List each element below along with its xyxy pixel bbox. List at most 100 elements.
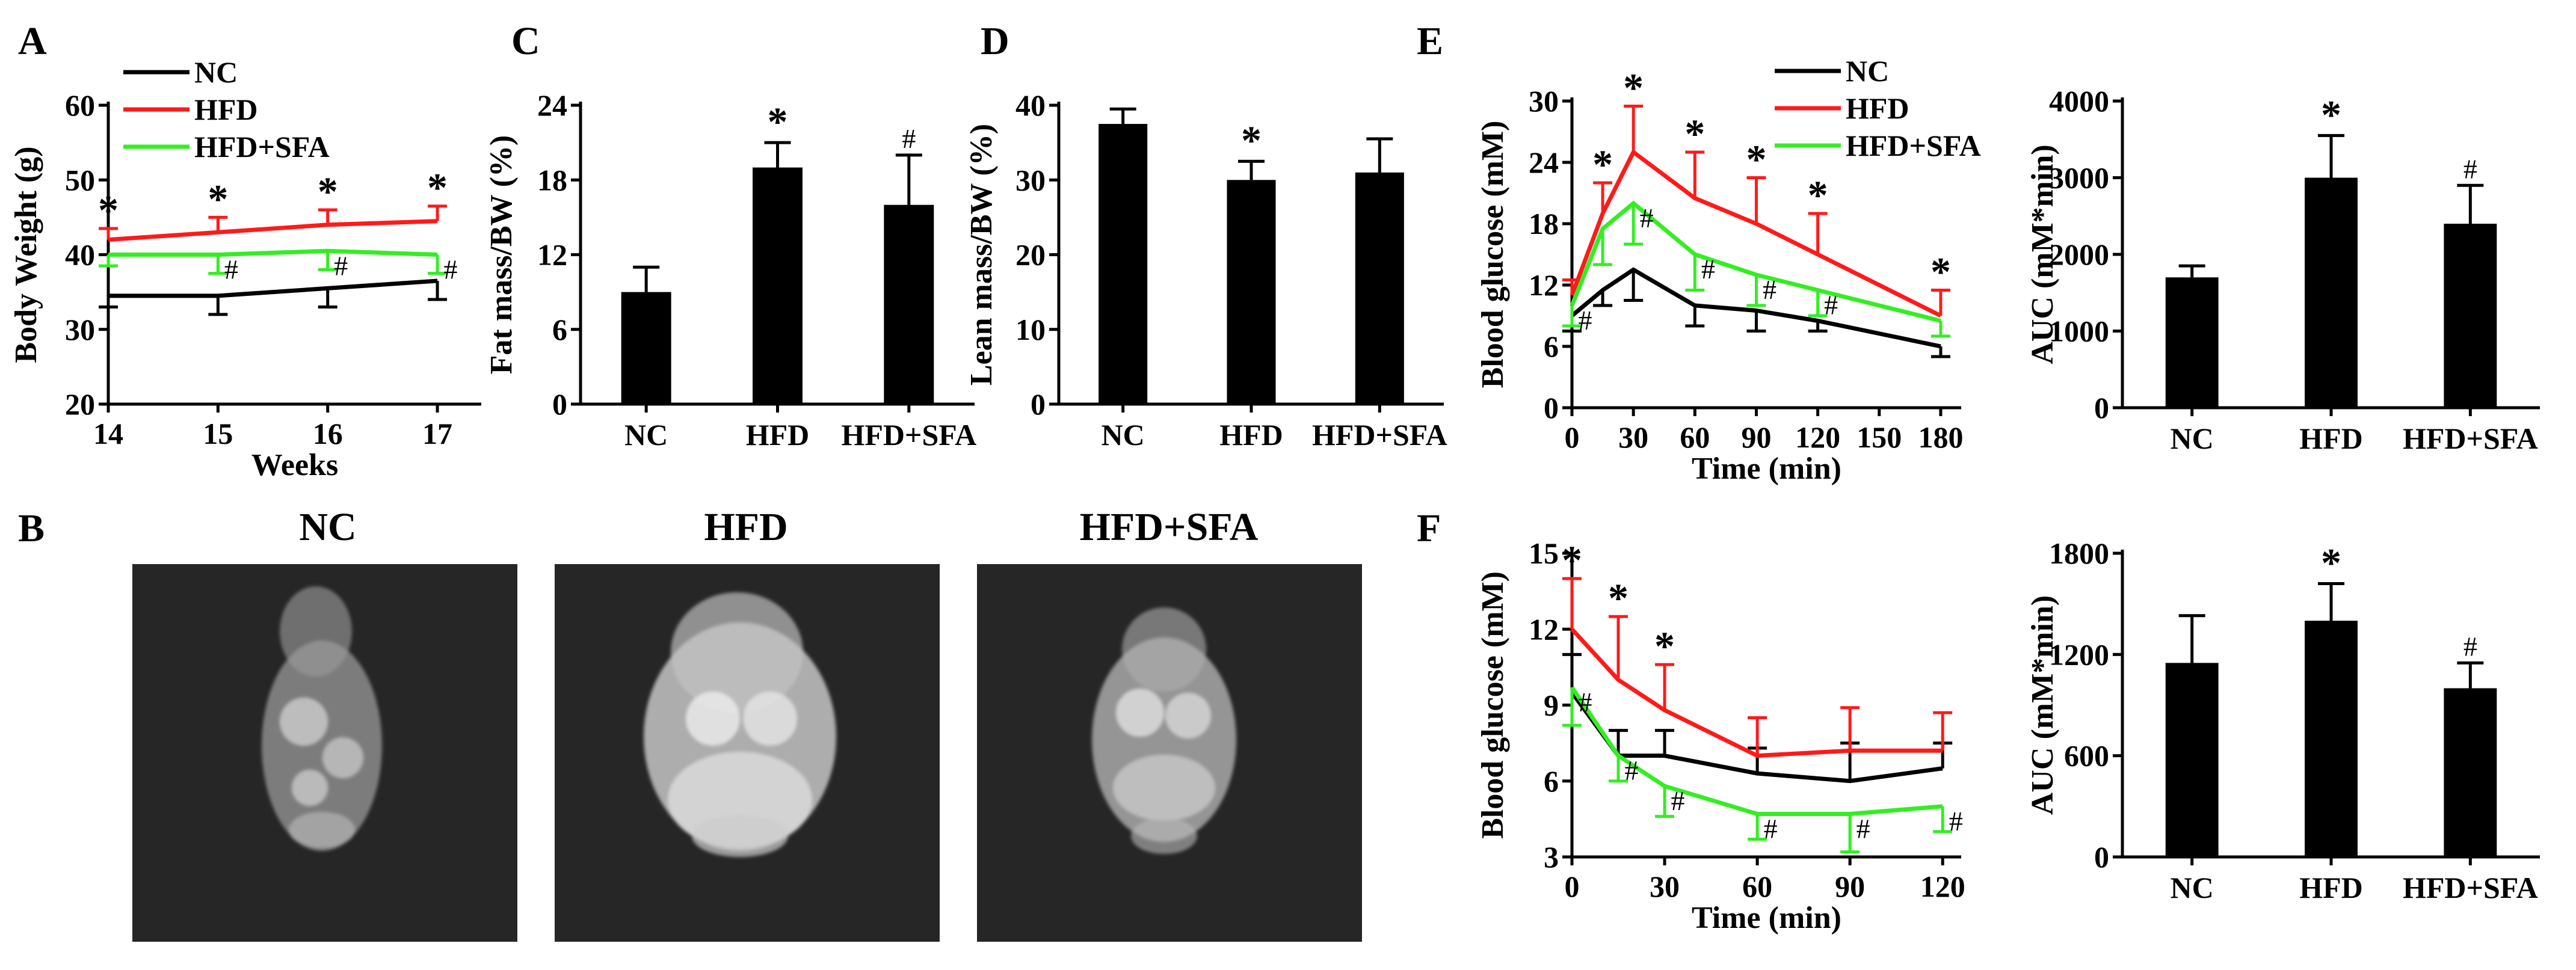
xtick-label-E2: HFD+SFA [2403, 422, 2538, 455]
star-mark-E1: * [1684, 111, 1705, 156]
hash-mark-E1: # [1579, 305, 1592, 336]
chart-F1-ylabel: Blood glucose (mM) [1476, 571, 1510, 839]
chart-F1-ytick-label: 15 [1529, 536, 1559, 570]
chart-D-ytick-label: 20 [1015, 238, 1046, 272]
chart-F1-ytick-label: 6 [1544, 764, 1559, 798]
star-mark-A: * [98, 187, 119, 233]
chart-E2-ytick-label: 3000 [2049, 161, 2109, 195]
line-F1-HFD+SFA [1570, 686, 1943, 816]
chart-A-ytick-label: 30 [65, 313, 95, 346]
xtick-label-D: HFD [1219, 418, 1283, 452]
line-A-NC [108, 278, 438, 298]
hash-mark-E1: # [1640, 203, 1654, 233]
line-E1-NC [1570, 267, 1941, 349]
xtick-label-A: 17 [422, 417, 452, 450]
star-mark-E1: * [1746, 137, 1766, 182]
hash-mark-F2: # [2464, 631, 2477, 662]
chart-A-ytick-label: 20 [65, 387, 95, 421]
star-mark-F1: * [1608, 575, 1628, 621]
xtick-label-F1: 60 [1742, 870, 1772, 903]
chart-F2-ylabel: AUC (mM*min) [2026, 595, 2060, 815]
chart-C-ylabel: Fat mass/BW (%) [484, 135, 519, 375]
series-E1-HFD: ****** [1562, 65, 1951, 318]
star-mark-E1: * [1930, 249, 1951, 295]
series-F1-HFD+SFA: # # # # # # [1562, 686, 1963, 854]
chart-E2-ylabel: AUC (mM*min) [2026, 144, 2060, 364]
star-mark-E1: * [1808, 172, 1828, 218]
chart-A: 20 30 40 50 60 Body Weight (g) A 14 15 16 17 Weeks *… [9, 19, 481, 482]
chart-E1-ytick-label: 6 [1544, 330, 1559, 363]
star-mark-F1: * [1562, 537, 1582, 583]
line-A-HFD [108, 219, 438, 242]
xtick-label-E1: 30 [1618, 420, 1648, 454]
chart-F2: 0 600 1200 1800 AUC (mM*min) NC HFD * HFD+SFA # [2026, 536, 2540, 904]
chart-C: 0 6 12 18 24 Fat mass/BW (%) C NC HFD * HFD+SFA # [484, 19, 976, 452]
star-mark-F1: * [1654, 623, 1675, 669]
hash-mark-A: # [334, 250, 348, 281]
bar-C-HFD [753, 167, 803, 404]
hash-mark-F1: # [1671, 785, 1685, 816]
hash-mark-F1: # [1857, 813, 1870, 844]
hash-mark-E1: # [1824, 290, 1838, 321]
chart-D: 0 10 20 30 40 Lean mass/BW (%) D NC HFD * HFD+SFA [964, 19, 1447, 452]
xtick-label-F1: 0 [1565, 870, 1580, 903]
star-mark-A: * [208, 176, 228, 221]
xtick-label-E1: 120 [1795, 420, 1840, 454]
mri-caption-hfd: HFD [704, 505, 787, 549]
chart-E1: 0 6 12 18 24 30 Blood glucose (mM) E 0 30 60 90 120 1… [1417, 19, 1981, 486]
bar-C-NC [621, 292, 671, 404]
legend-label-HFD+SFA: HFD+SFA [1846, 129, 1981, 162]
hash-mark-A: # [224, 254, 238, 285]
bar-E2-HFD [2305, 177, 2358, 408]
chart-D-ytick-label: 10 [1015, 313, 1046, 346]
chart-E2-ytick-label: 0 [2094, 391, 2109, 425]
hash-mark-E1: # [1763, 274, 1776, 305]
xtick-label-E1: 0 [1565, 420, 1580, 454]
hash-mark-F1: # [1579, 687, 1592, 717]
chart-C-ytick-label: 24 [537, 88, 567, 122]
chart-C-ytick-label: 12 [537, 238, 567, 272]
bar-F2-HFD [2305, 621, 2358, 857]
line-E1-HFD+SFA [1570, 200, 1941, 323]
xtick-label-C: HFD [746, 418, 810, 452]
star-mark-D: * [1241, 117, 1262, 163]
star-mark-F2: * [2321, 540, 2341, 586]
line-F1-HFD [1570, 627, 1943, 758]
chart-A-ytick-label: 60 [65, 88, 95, 122]
chart-D-ytick-label: 0 [1031, 387, 1046, 421]
chart-E2-ytick-label: 1000 [2049, 315, 2109, 348]
chart-E1-ytick-label: 18 [1529, 207, 1559, 241]
series-E1-NC [1562, 267, 1950, 358]
xtick-label-E1: 180 [1918, 420, 1963, 454]
bar-D-NC [1098, 124, 1148, 404]
chart-A-ytick-label: 50 [65, 163, 95, 197]
xtick-label-A: 15 [203, 417, 233, 450]
panel-label-F: F [1417, 506, 1441, 550]
star-mark-A: * [318, 168, 338, 214]
chart-E2-ytick-label: 2000 [2049, 238, 2109, 271]
xtick-label-E2: NC [2171, 422, 2214, 455]
xlabel-A: Weeks [251, 448, 338, 482]
chart-F2-ytick-label: 1800 [2049, 536, 2109, 570]
mri-caption-hfd-sfa: HFD+SFA [1080, 505, 1259, 549]
chart-C-ytick-label: 0 [552, 387, 567, 421]
chart-D-ylabel: Lean mass/BW (%) [964, 124, 999, 385]
legend-label-HFD: HFD [1846, 91, 1909, 125]
xtick-label-F1: 120 [1920, 870, 1965, 903]
series-F1-HFD: * * * [1562, 537, 1953, 758]
chart-E2-ytick-label: 4000 [2049, 84, 2109, 118]
chart-E2: 0 1000 2000 3000 4000 AUC (mM*min) NC HFD * HFD+S… [2026, 84, 2540, 455]
star-mark-A: * [427, 165, 448, 210]
legend-A: NC HFD HFD+SFA [123, 55, 330, 164]
xtick-label-F2: HFD [2299, 871, 2363, 904]
panel-label-D: D [981, 19, 1009, 63]
panel-label-B: B [18, 506, 45, 550]
xtick-label-D: NC [1102, 418, 1145, 452]
bar-E2-HFD+SFA [2444, 224, 2497, 408]
mri-caption-nc: NC [299, 505, 356, 549]
chart-D-ytick-label: 30 [1015, 163, 1046, 197]
xtick-label-F1: 90 [1835, 870, 1865, 903]
hash-mark-C: # [902, 123, 916, 154]
series-A-NC [99, 278, 448, 316]
